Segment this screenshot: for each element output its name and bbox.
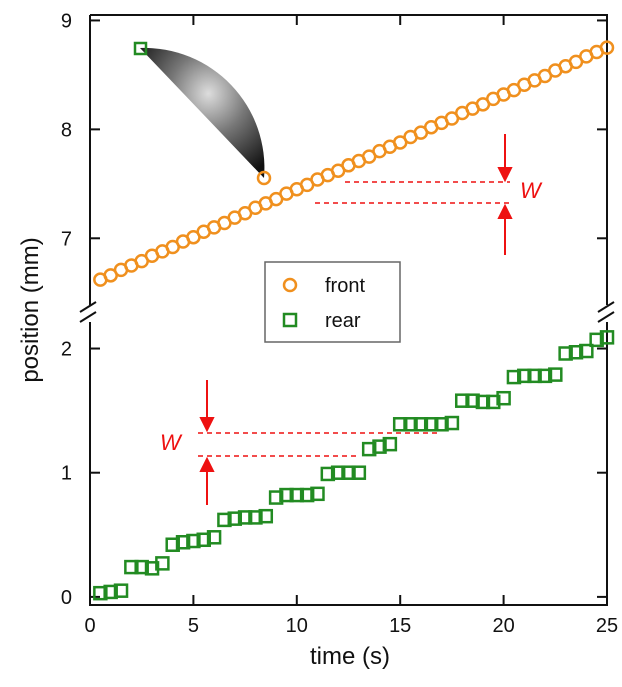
data-point <box>155 556 170 571</box>
data-point <box>258 508 274 524</box>
data-point <box>454 393 470 408</box>
legend-marker <box>282 312 298 328</box>
width-guides <box>198 181 510 457</box>
y-tick-label: 9 <box>61 10 72 32</box>
data-point <box>113 583 129 598</box>
data-point <box>527 368 542 384</box>
data-point <box>310 486 325 502</box>
data-point <box>496 390 511 406</box>
annotation: W <box>160 430 183 455</box>
data-point <box>175 535 191 550</box>
y-tick-label: 1 <box>61 463 72 485</box>
inset-drop <box>140 47 265 179</box>
data-point <box>268 490 284 505</box>
data-point <box>568 345 584 360</box>
data-point <box>217 512 232 528</box>
y-tick-label: 2 <box>61 339 72 361</box>
x-tick-label: 20 <box>492 615 514 637</box>
data-point <box>589 332 604 348</box>
y-tick-label: 8 <box>61 119 72 141</box>
axis-break <box>79 301 615 323</box>
data-point <box>548 367 563 382</box>
data-point <box>351 465 367 480</box>
data-point <box>558 346 573 361</box>
data-point <box>196 532 211 548</box>
data-point <box>320 466 336 482</box>
data-point <box>392 417 408 432</box>
data-point <box>103 584 118 600</box>
data-point <box>237 510 253 525</box>
y-tick-label: 0 <box>61 587 72 609</box>
x-tick-label: 15 <box>389 615 411 637</box>
data-point <box>186 533 201 549</box>
data-point <box>330 465 346 480</box>
data-point <box>341 465 356 480</box>
data-point <box>579 343 594 359</box>
y-tick-label: 7 <box>61 228 72 250</box>
data-point <box>372 439 387 454</box>
data-point <box>227 511 243 526</box>
legend-label: rear <box>325 310 361 332</box>
legend-label: front <box>325 275 365 297</box>
data-point <box>423 417 439 432</box>
data-point <box>299 487 315 503</box>
data-point <box>93 585 108 601</box>
data-point <box>599 40 615 55</box>
data-point <box>444 415 460 431</box>
data-point <box>434 417 449 432</box>
data-point <box>537 368 553 384</box>
data-point <box>413 417 429 432</box>
data-point <box>134 559 149 575</box>
data-point <box>382 436 398 452</box>
data-point <box>599 330 615 345</box>
data-point <box>486 394 501 410</box>
inset-front-marker <box>256 170 272 186</box>
x-tick-label: 10 <box>286 615 308 637</box>
data-point <box>206 530 222 545</box>
data-point <box>124 559 139 575</box>
data-point <box>289 487 305 503</box>
data-point <box>361 441 377 457</box>
data-point <box>517 368 532 384</box>
data-point <box>279 487 294 503</box>
data-point <box>506 369 522 385</box>
x-tick-label: 0 <box>84 615 95 637</box>
inset-rear-marker <box>133 41 148 56</box>
y-axis-label: position (mm) <box>17 237 44 382</box>
x-tick-label: 5 <box>188 615 199 637</box>
data-point <box>475 394 491 410</box>
x-tick-label: 25 <box>596 615 618 637</box>
width-arrows <box>199 134 513 505</box>
x-axis-label: time (s) <box>310 643 390 670</box>
data-point <box>165 537 180 552</box>
data-point <box>403 417 418 432</box>
legend-marker <box>282 277 298 293</box>
legend <box>264 261 401 343</box>
data-point <box>465 393 480 408</box>
data-point <box>248 510 263 525</box>
annotation: W <box>520 178 543 203</box>
